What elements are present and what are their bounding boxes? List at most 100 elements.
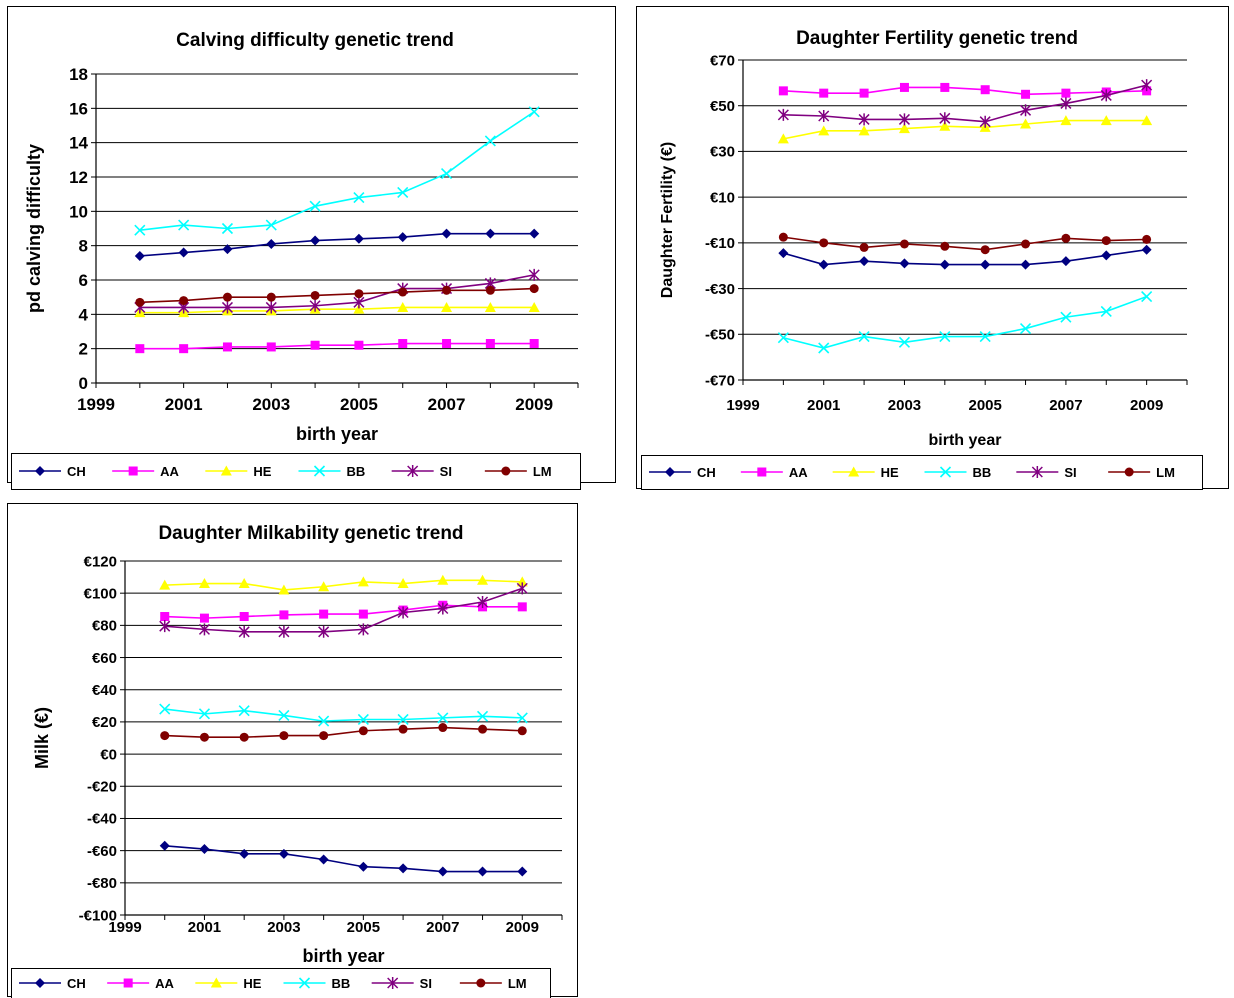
legend-marker [665,467,675,477]
data-point [442,285,452,295]
legend-label: CH [697,465,716,480]
legend-item-BB: BB [283,976,350,991]
series-line [783,86,1147,96]
series-line [783,84,1147,123]
data-point [1141,291,1153,303]
data-point [777,332,789,344]
data-point [199,844,210,855]
legend-marker [501,466,511,476]
data-point [940,241,950,251]
data-point [485,285,495,295]
legend-marker [123,978,133,988]
chart-1: Calving difficulty genetic trend 0 2 4 6 8 10 1… [7,6,616,490]
legend-label: HE [881,465,899,480]
y-tick-label: €40 [92,682,117,699]
data-point [310,290,320,300]
series-line [139,232,535,257]
data-point [485,339,495,349]
y-tick-label: €80 [92,618,117,635]
data-point [238,625,250,638]
legend-marker [407,465,419,477]
data-point [398,724,408,734]
data-point [357,623,369,636]
y-axis-label: pd calving difficulty [24,144,44,313]
y-tick-label: -€80 [87,875,117,892]
data-point [1020,104,1032,117]
y-tick-label: 12 [69,168,88,187]
series-line [783,236,1147,251]
x-tick-label: 2001 [165,395,203,414]
data-point [980,85,990,95]
y-tick-label: -€20 [87,779,117,796]
data-point [222,292,232,302]
x-tick-label: 2007 [1049,397,1082,414]
data-point [485,228,496,239]
data-point [899,239,909,249]
series-CH [778,244,1152,270]
legend-item-HE: HE [832,465,899,480]
legend-item-CH: CH [19,464,86,479]
data-point [484,135,496,147]
data-point [898,113,910,126]
data-point [1141,79,1153,92]
data-point [940,82,950,92]
legend-label: SI [440,464,452,479]
data-point [516,582,528,595]
data-point [778,232,788,242]
legend [11,453,581,490]
data-point [818,259,829,270]
data-point [353,233,364,244]
x-tick-label: 1999 [77,395,115,414]
data-point [818,125,830,136]
x-tick-label: 2003 [252,395,290,414]
data-point [477,596,489,609]
series-CH [159,840,528,877]
legend-item-HE: HE [205,464,272,479]
legend-label: HE [253,464,271,479]
series-line [164,845,523,873]
series-line [139,287,535,304]
data-point [178,219,190,231]
data-point [310,235,321,246]
data-point [517,602,527,612]
data-point [1021,89,1031,99]
chart-title: Calving difficulty genetic trend [176,30,454,51]
legend-label: LM [508,976,527,991]
legend-label: CH [67,976,86,991]
data-point [398,863,409,874]
legend-marker [220,465,232,476]
data-point [939,112,951,125]
data-point [1100,89,1112,102]
y-tick-label: €60 [92,650,117,667]
legend-label: LM [1156,465,1175,480]
data-point [159,703,171,715]
legend-marker [757,467,767,477]
legend-item-LM: LM [459,976,527,991]
x-tick-label: 2001 [188,919,221,936]
data-point [199,732,209,742]
data-point [1141,115,1153,126]
legend-item-SI: SI [371,976,432,991]
data-point [397,301,409,312]
data-point [1060,311,1072,323]
legend-label: HE [243,976,261,991]
data-point [221,301,233,314]
chart-2: Daughter Fertility genetic trend €70 €50 €3… [636,6,1229,490]
legend-marker [298,977,311,989]
data-point [397,232,408,243]
data-point [438,723,448,733]
data-point [1100,305,1112,317]
legend-item-CH: CH [19,976,86,991]
data-point [1060,256,1071,267]
legend-marker [1124,467,1134,477]
data-point [239,848,250,859]
y-tick-label: -€100 [79,907,117,924]
data-point [135,344,145,354]
data-point [266,342,276,352]
data-point [397,578,409,589]
data-point [517,866,528,877]
series-LM [778,232,1152,255]
series-SI [777,79,1153,128]
y-tick-label: 18 [69,65,88,84]
data-point [441,228,452,239]
